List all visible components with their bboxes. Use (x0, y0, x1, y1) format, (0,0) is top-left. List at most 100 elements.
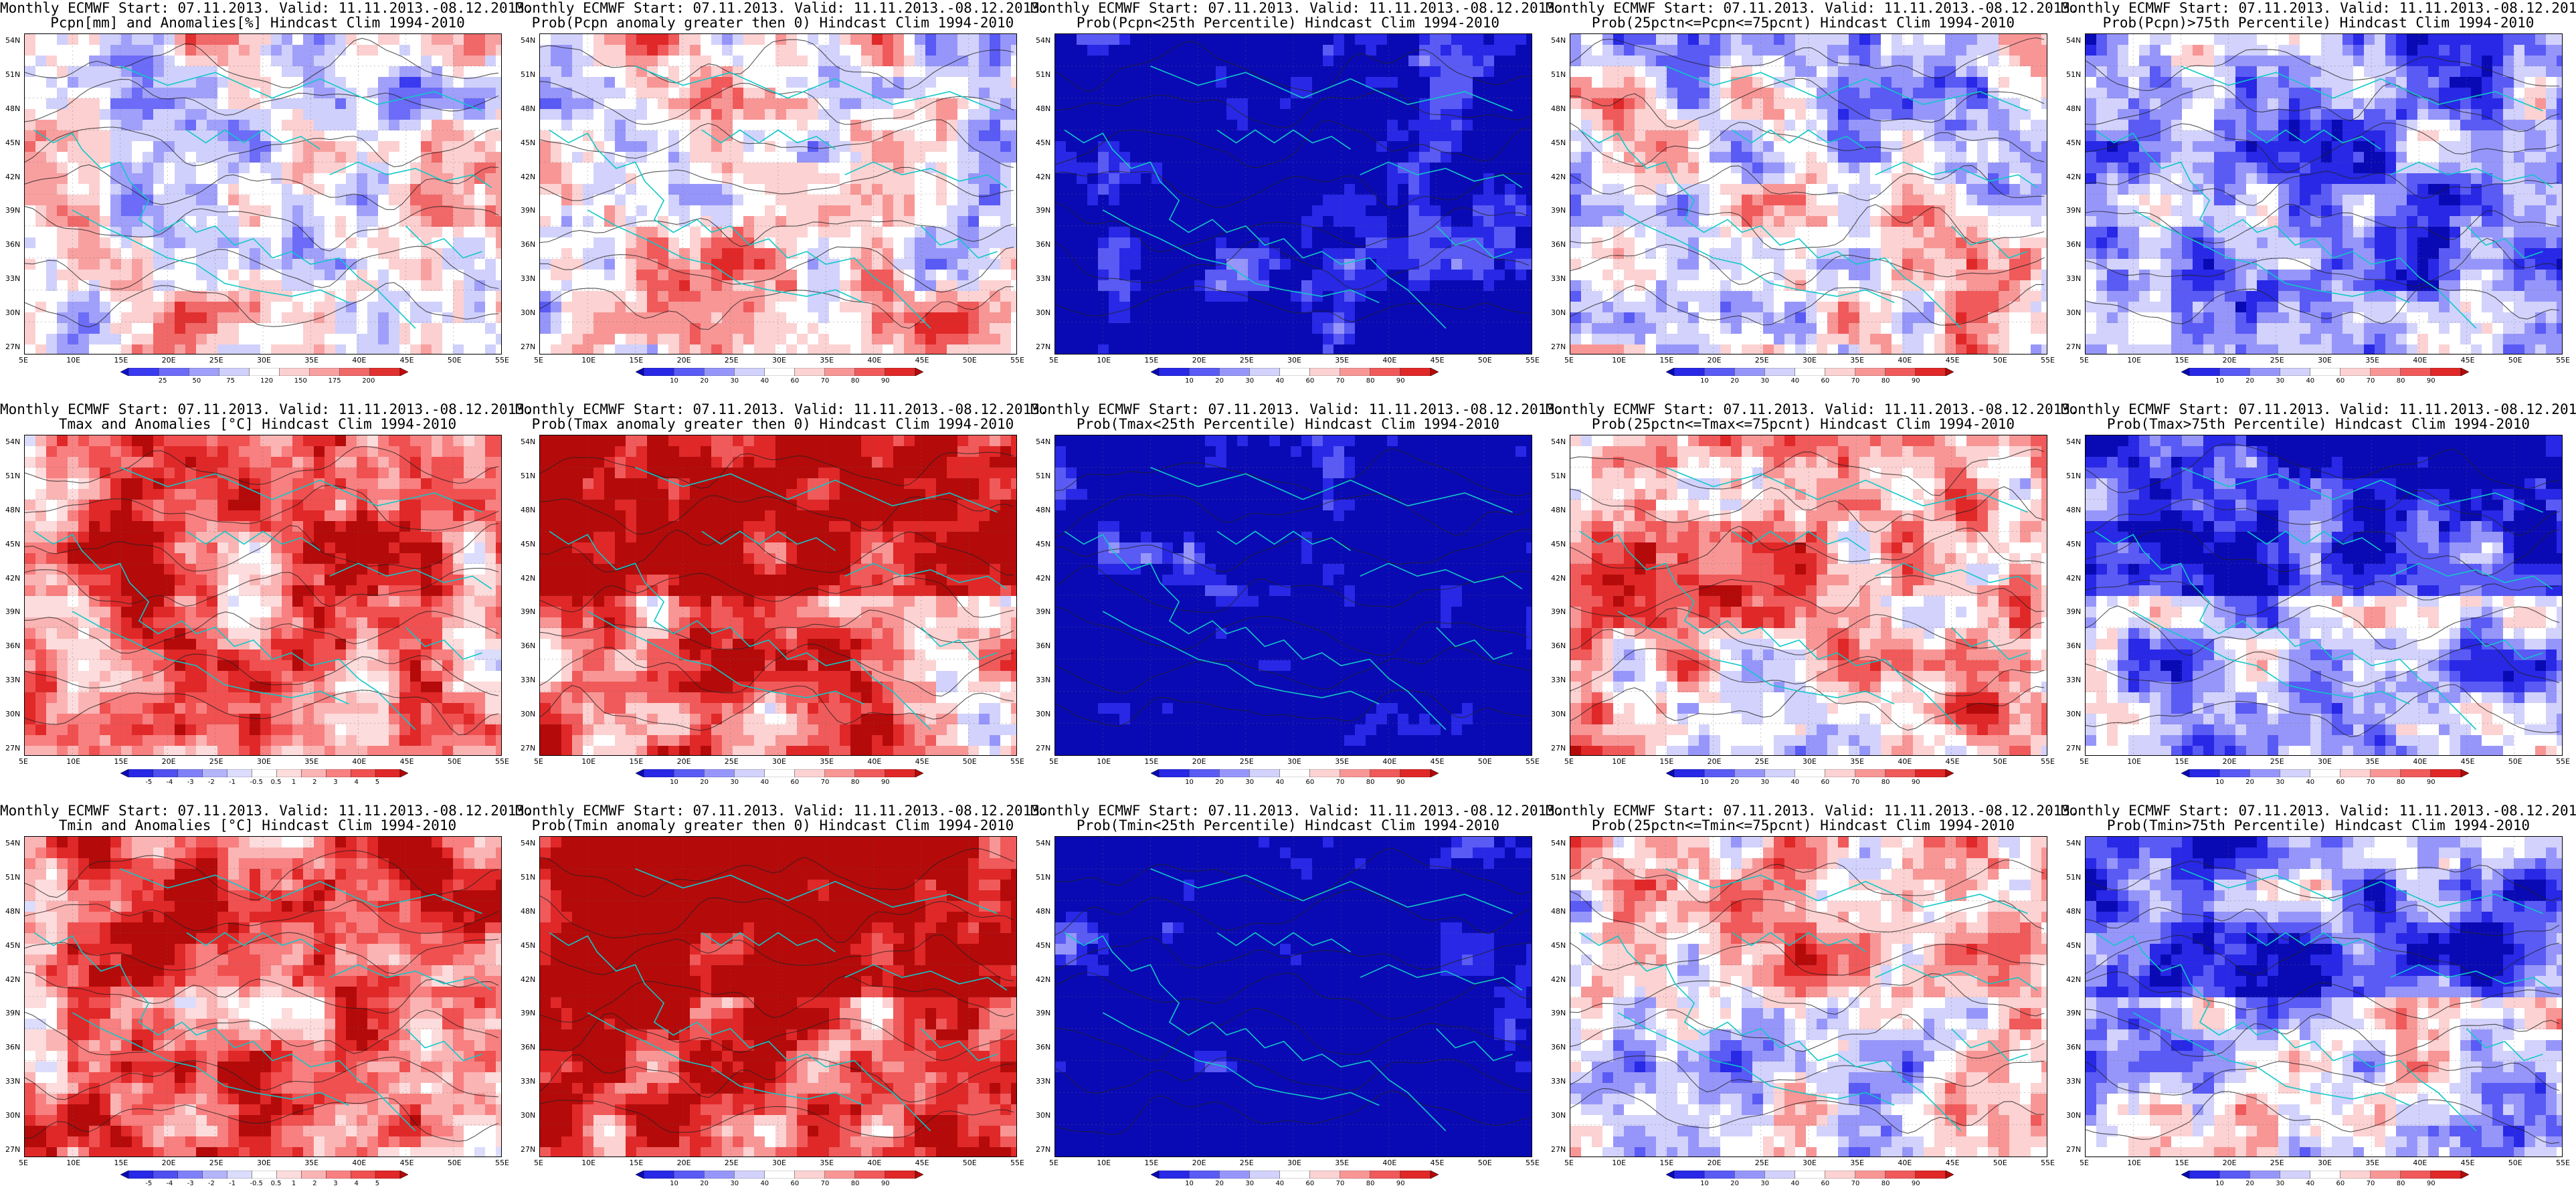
panel-subtitle: Prob(Tmin>75th Percentile) Hindcast Clim… (2061, 817, 2576, 833)
latitude-label: 30N (2066, 1111, 2081, 1120)
colorbar-tick-label: 70 (1851, 779, 1860, 786)
longitude-label: 45E (1946, 356, 1960, 365)
colorbar-tick-label: 60 (2336, 779, 2345, 786)
colorbar-tick-label: -1 (229, 779, 236, 786)
latitude-label: 48N (521, 506, 535, 514)
colorbar-tick-label: -5 (145, 779, 152, 786)
colorbar-tick-label: 20 (1730, 1180, 1739, 1187)
longitude-label: 5E (2080, 356, 2089, 365)
longitude-label: 5E (1564, 1159, 1574, 1167)
colorbar-tick-label: 80 (851, 779, 860, 786)
colorbar-tick-label: 40 (760, 779, 769, 786)
colorbar-tick-label: 60 (1306, 779, 1315, 786)
longitude-label: 15E (114, 757, 128, 766)
colorbar-tick-label: 60 (1306, 377, 1315, 385)
longitude-label: 50E (1478, 757, 1492, 766)
longitude-label: 5E (19, 757, 28, 766)
colorbar-tick-label: 10 (1700, 377, 1709, 385)
colorbar (1666, 1171, 1954, 1179)
latitude-label: 45N (521, 941, 535, 950)
longitude-label: 10E (581, 356, 595, 365)
colorbar-tick-label: 80 (1881, 779, 1890, 786)
longitude-label: 10E (2127, 356, 2141, 365)
longitude-label: 25E (209, 1159, 223, 1167)
longitude-label: 35E (2365, 757, 2379, 766)
latitude-label: 27N (521, 342, 535, 351)
colorbar-tick-label: 60 (791, 779, 800, 786)
longitude-label: 20E (2223, 757, 2237, 766)
longitude-label: 25E (1240, 1159, 1254, 1167)
latitude-label: 33N (521, 676, 535, 684)
latitude-label: 33N (1036, 274, 1050, 283)
longitude-label: 25E (1240, 757, 1254, 766)
panel-subtitle: Tmin and Anomalies [°C] Hindcast Clim 19… (0, 817, 515, 833)
colorbar (636, 1171, 923, 1179)
colorbar-tick-label: 60 (1821, 377, 1830, 385)
longitude-label: 40E (352, 757, 366, 766)
latitude-label: 54N (5, 437, 20, 446)
panel-title: Monthly ECMWF Start: 07.11.2013. Valid: … (1546, 0, 2079, 16)
panel-subtitle: Tmax and Anomalies [°C] Hindcast Clim 19… (0, 416, 515, 432)
map-plot (1054, 836, 1532, 1157)
latitude-label: 33N (5, 274, 20, 283)
colorbar-tick-label: 1 (292, 1180, 296, 1187)
latitude-label: 30N (1036, 710, 1050, 718)
latitude-label: 54N (521, 437, 535, 446)
latitude-label: 54N (521, 839, 535, 847)
latitude-label: 48N (1551, 104, 1566, 113)
colorbar (1666, 368, 1954, 376)
longitude-label: 30E (257, 1159, 271, 1167)
longitude-label: 30E (1803, 356, 1817, 365)
colorbar (1151, 368, 1439, 376)
colorbar-tick-label: -0.5 (250, 779, 263, 786)
longitude-label: 55E (495, 356, 509, 365)
panel-title: Monthly ECMWF Start: 07.11.2013. Valid: … (0, 0, 533, 16)
panel-subtitle: Prob(Tmin<25th Percentile) Hindcast Clim… (1030, 817, 1546, 833)
longitude-label: 10E (1612, 1159, 1626, 1167)
latitude-label: 42N (1036, 574, 1050, 583)
latitude-label: 45N (2066, 138, 2081, 147)
longitude-label: 35E (2365, 1159, 2379, 1167)
colorbar-tick-label: 80 (851, 377, 860, 385)
longitude-label: 35E (304, 356, 318, 365)
longitude-label: 40E (867, 757, 881, 766)
latitude-label: 51N (5, 472, 20, 480)
latitude-label: 36N (1036, 641, 1050, 650)
panel-title: Monthly ECMWF Start: 07.11.2013. Valid: … (515, 0, 1048, 16)
latitude-label: 51N (5, 873, 20, 882)
colorbar-tick-label: 30 (1760, 1180, 1769, 1187)
latitude-label: 42N (1551, 173, 1566, 181)
colorbar-tick-label: 175 (329, 377, 341, 385)
colorbar-tick-label: 80 (1366, 779, 1375, 786)
longitude-label: 15E (114, 356, 128, 365)
map-panel: Monthly ECMWF Start: 07.11.2013. Valid: … (0, 0, 533, 401)
map-plot (2085, 836, 2563, 1157)
colorbar-tick-label: 10 (1185, 1180, 1194, 1187)
longitude-label: 5E (1564, 356, 1574, 365)
map-panel: Monthly ECMWF Start: 07.11.2013. Valid: … (1030, 401, 1564, 803)
longitude-label: 20E (677, 757, 691, 766)
longitude-label: 55E (2041, 757, 2055, 766)
longitude-label: 25E (1240, 356, 1254, 365)
longitude-label: 40E (1898, 356, 1912, 365)
latitude-label: 54N (1551, 437, 1566, 446)
panel-title: Monthly ECMWF Start: 07.11.2013. Valid: … (2061, 0, 2576, 16)
colorbar-tick-label: -2 (208, 779, 215, 786)
colorbar-tick-label: 20 (1730, 779, 1739, 786)
colorbar-tick-label: 30 (2276, 377, 2284, 385)
longitude-label: 55E (2556, 1159, 2570, 1167)
latitude-label: 30N (5, 308, 20, 317)
longitude-label: 45E (400, 757, 414, 766)
colorbar-tick-label: 20 (1215, 779, 1224, 786)
latitude-label: 33N (1551, 676, 1566, 684)
longitude-label: 5E (19, 1159, 28, 1167)
latitude-label: 30N (1036, 1111, 1050, 1120)
panel-subtitle: Prob(25pctn<=Pcpn<=75pcnt) Hindcast Clim… (1546, 15, 2061, 31)
longitude-label: 45E (1431, 356, 1445, 365)
colorbar-tick-label: 40 (760, 377, 769, 385)
latitude-label: 42N (5, 173, 20, 181)
latitude-label: 33N (5, 1077, 20, 1086)
latitude-label: 30N (1551, 308, 1566, 317)
latitude-label: 42N (5, 574, 20, 583)
latitude-label: 51N (1551, 472, 1566, 480)
